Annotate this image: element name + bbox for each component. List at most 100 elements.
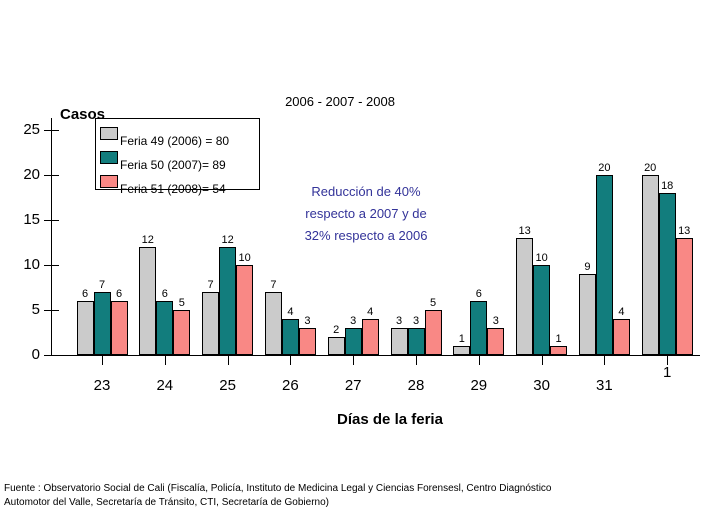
bar-50-day-27: [344, 328, 362, 355]
x-axis-tick: [164, 356, 166, 365]
y-axis-tick-label: 20: [23, 166, 40, 183]
bar-50-day-24: [156, 301, 174, 355]
y-axis-tick-label: 10: [23, 256, 40, 273]
y-axis-tick-label: 15: [23, 211, 40, 228]
bar-value-label: 5: [178, 297, 185, 309]
legend-swatch-2007: [100, 151, 118, 164]
y-axis-tick: [44, 175, 59, 176]
bar-value-label: 9: [584, 261, 591, 273]
x-axis-title: Días de la feria: [337, 411, 443, 428]
x-axis-tick: [353, 356, 355, 365]
bar-value-label: 4: [287, 306, 294, 318]
bar-49-day-31: [578, 274, 596, 355]
bar-value-label: 3: [304, 315, 311, 327]
bar-value-label: 6: [475, 288, 482, 300]
bar-value-label: 10: [535, 252, 548, 264]
bar-49-day-26: [264, 292, 282, 355]
bar-value-label: 20: [644, 162, 657, 174]
legend-item: Feria 50 (2007)= 89: [100, 151, 226, 171]
legend-box: Feria 49 (2006) = 80 Feria 50 (2007)= 89…: [95, 118, 260, 195]
bar-51-day-1: [675, 238, 693, 355]
annotation-line: 32% respecto a 2006: [304, 228, 428, 243]
y-axis-tick: [44, 220, 59, 221]
bar-50-day-28: [407, 328, 425, 355]
bar-value-label: 4: [367, 306, 374, 318]
y-axis-line: [51, 118, 52, 356]
x-axis-category-label: 25: [219, 377, 236, 394]
bar-49-day-30: [516, 238, 534, 355]
x-axis-category-label: 28: [407, 377, 425, 394]
bar-value-label: 7: [98, 279, 106, 291]
x-axis-tick: [290, 356, 292, 365]
bar-value-label: 13: [678, 225, 691, 237]
y-axis-tick-label: 5: [31, 301, 40, 318]
bar-50-day-26: [281, 319, 299, 355]
bar-50-day-29: [470, 301, 488, 355]
bar-50-day-1: [658, 193, 676, 355]
x-axis-tick: [227, 356, 229, 365]
bar-value-label: 6: [161, 288, 168, 300]
source-footnote-line1: Fuente : Observatorio Social de Cali (Fi…: [4, 483, 552, 494]
reduction-annotation: Reducción de 40% respecto a 2007 y de 32…: [293, 181, 439, 247]
legend-swatch-2006: [100, 127, 118, 140]
bar-value-label: 6: [115, 288, 123, 300]
bar-value-label: 7: [270, 279, 277, 291]
bar-51-day-23: [110, 301, 128, 355]
bar-51-day-29: [487, 328, 505, 355]
bar-50-day-23: [93, 292, 111, 355]
bar-value-label: 3: [395, 315, 403, 327]
legend-label: Feria 50 (2007)= 89: [120, 158, 226, 172]
bar-value-label: 6: [81, 288, 89, 300]
bar-49-day-25: [202, 292, 220, 355]
bar-50-day-31: [595, 175, 613, 355]
annotation-line: Reducción de 40%: [311, 184, 421, 199]
annotation-line: respecto a 2007 y de: [305, 206, 427, 221]
chart-title: 2006 - 2007 - 2008: [285, 94, 395, 109]
bar-value-label: 13: [518, 225, 531, 237]
x-axis-category-label: 27: [344, 377, 362, 394]
y-axis-tick-label: 0: [31, 346, 40, 363]
bar-value-label: 4: [618, 306, 625, 318]
bar-49-day-29: [453, 346, 471, 355]
y-axis-tick: [44, 310, 59, 311]
x-axis-tick: [478, 356, 480, 365]
x-axis-tick: [667, 356, 669, 365]
bar-51-day-24: [173, 310, 191, 355]
x-axis-tick: [604, 356, 606, 365]
bar-51-day-28: [424, 310, 442, 355]
bar-49-day-1: [641, 175, 659, 355]
x-axis-tick: [416, 356, 417, 365]
bar-49-day-23: [76, 301, 94, 355]
bar-50-day-30: [533, 265, 551, 355]
bar-51-day-30: [550, 346, 568, 355]
y-axis-tick: [44, 355, 59, 356]
source-footnote-line2: Automotor del Valle, Secretaría de Tráns…: [4, 497, 329, 508]
y-axis-tick: [44, 130, 59, 131]
y-axis-title: Casos: [60, 106, 106, 123]
bar-51-day-27: [361, 319, 379, 355]
bar-value-label: 3: [412, 315, 420, 327]
bar-value-label: 12: [221, 234, 234, 246]
x-axis-category-label: 23: [93, 377, 111, 394]
bar-value-label: 1: [458, 333, 465, 345]
x-axis-category-label: 30: [533, 377, 550, 394]
bar-value-label: 20: [598, 162, 611, 174]
x-axis-category-label: 29: [470, 377, 488, 394]
y-axis-tick-label: 25: [23, 121, 40, 138]
bar-value-label: 7: [207, 279, 214, 291]
bar-value-label: 2: [333, 324, 340, 336]
legend-item: Feria 51 (2008)= 54: [100, 175, 226, 195]
x-axis-tick: [102, 356, 103, 365]
bar-value-label: 3: [350, 315, 357, 327]
bar-50-day-25: [219, 247, 237, 355]
bar-49-day-28: [390, 328, 408, 355]
bar-51-day-26: [298, 328, 316, 355]
legend-label: Feria 49 (2006) = 80: [120, 134, 230, 148]
bar-value-label: 1: [555, 333, 562, 345]
bar-49-day-27: [327, 337, 345, 355]
bar-value-label: 18: [661, 180, 674, 192]
x-axis-tick: [541, 356, 543, 365]
bar-51-day-25: [236, 265, 254, 355]
bar-value-label: 3: [492, 315, 499, 327]
